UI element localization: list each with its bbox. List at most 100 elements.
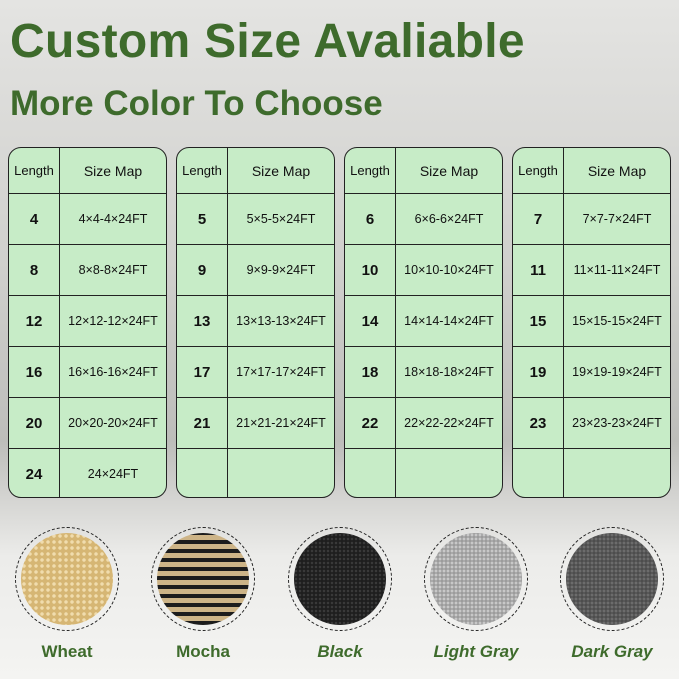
headline: Custom Size Avaliable <box>10 15 525 68</box>
size-cell: 12×12-12×24FT <box>68 314 158 328</box>
table-row: 4 4×4-4×24FT <box>9 193 166 244</box>
fabric-texture <box>21 533 113 625</box>
length-cell: 10 <box>345 245 396 295</box>
table-header-row: Length Size Map <box>513 148 670 193</box>
size-cell: 23×23-23×24FT <box>572 416 662 430</box>
size-cell: 21×21-21×24FT <box>236 416 326 430</box>
table-row: 13 13×13-13×24FT <box>177 295 334 346</box>
color-swatch <box>15 527 119 631</box>
size-cell: 22×22-22×24FT <box>404 416 494 430</box>
length-cell: 13 <box>177 296 228 346</box>
size-cell <box>228 449 334 497</box>
table-row: 11 11×11-11×24FT <box>513 244 670 295</box>
length-cell: 15 <box>513 296 564 346</box>
header-size-map: Size Map <box>419 162 479 179</box>
length-cell: 8 <box>9 245 60 295</box>
size-cell: 18×18-18×24FT <box>404 365 494 379</box>
table-header-row: Length Size Map <box>9 148 166 193</box>
table-row: 18 18×18-18×24FT <box>345 346 502 397</box>
table-row: 10 10×10-10×24FT <box>345 244 502 295</box>
header-length: Length <box>513 148 564 193</box>
size-table: Length Size Map 7 7×7-7×24FT 11 11×11-11×24FT… <box>512 147 671 498</box>
size-cell: 11×11-11×24FT <box>573 263 661 277</box>
size-cell: 24×24FT <box>87 467 139 481</box>
size-table: Length Size Map 5 5×5-5×24FT 9 9×9-9×24FT 13 13… <box>176 147 335 498</box>
table-row <box>513 448 670 497</box>
length-cell: 20 <box>9 398 60 448</box>
length-cell: 19 <box>513 347 564 397</box>
table-row: 24 24×24FT <box>9 448 166 497</box>
table-row: 7 7×7-7×24FT <box>513 193 670 244</box>
length-cell: 14 <box>345 296 396 346</box>
color-label: Wheat <box>41 642 93 661</box>
table-row: 14 14×14-14×24FT <box>345 295 502 346</box>
header-size-map: Size Map <box>587 162 647 179</box>
color-label: Light Gray <box>433 642 519 661</box>
size-cell: 16×16-16×24FT <box>68 365 158 379</box>
size-cell: 5×5-5×24FT <box>246 212 316 226</box>
size-cell: 13×13-13×24FT <box>236 314 326 328</box>
size-cell <box>396 449 502 497</box>
length-cell: 11 <box>513 245 564 295</box>
size-table: Length Size Map 4 4×4-4×24FT 8 8×8-8×24FT 12 12… <box>8 147 167 498</box>
size-table: Length Size Map 6 6×6-6×24FT 10 10×10-10×24FT… <box>344 147 503 498</box>
length-cell: 12 <box>9 296 60 346</box>
fabric-texture <box>430 533 522 625</box>
length-cell: 5 <box>177 194 228 244</box>
table-row: 15 15×15-15×24FT <box>513 295 670 346</box>
color-label: Dark Gray <box>571 642 653 661</box>
size-cell: 6×6-6×24FT <box>414 212 484 226</box>
table-row: 19 19×19-19×24FT <box>513 346 670 397</box>
fabric-texture <box>566 533 658 625</box>
table-row: 20 20×20-20×24FT <box>9 397 166 448</box>
length-cell: 24 <box>9 449 60 497</box>
size-cell: 9×9-9×24FT <box>246 263 316 277</box>
color-label: Mocha <box>176 642 230 661</box>
size-cell <box>564 449 670 497</box>
size-cell: 19×19-19×24FT <box>572 365 662 379</box>
table-row: 12 12×12-12×24FT <box>9 295 166 346</box>
header-size-map: Size Map <box>83 162 143 179</box>
table-row <box>345 448 502 497</box>
length-cell: 18 <box>345 347 396 397</box>
size-cell: 4×4-4×24FT <box>78 212 148 226</box>
color-swatch <box>151 527 255 631</box>
color-swatch <box>560 527 664 631</box>
table-header-row: Length Size Map <box>177 148 334 193</box>
size-cell: 7×7-7×24FT <box>582 212 652 226</box>
length-cell: 23 <box>513 398 564 448</box>
color-label: Black <box>317 642 363 661</box>
table-row: 23 23×23-23×24FT <box>513 397 670 448</box>
fabric-texture <box>157 533 249 625</box>
table-header-row: Length Size Map <box>345 148 502 193</box>
color-swatch <box>288 527 392 631</box>
table-row <box>177 448 334 497</box>
header-length: Length <box>9 148 60 193</box>
length-cell: 21 <box>177 398 228 448</box>
table-row: 9 9×9-9×24FT <box>177 244 334 295</box>
table-row: 8 8×8-8×24FT <box>9 244 166 295</box>
size-cell: 20×20-20×24FT <box>68 416 158 430</box>
header-size-map: Size Map <box>251 162 311 179</box>
header-length: Length <box>345 148 396 193</box>
table-row: 22 22×22-22×24FT <box>345 397 502 448</box>
length-cell: 7 <box>513 194 564 244</box>
length-cell <box>177 449 228 497</box>
table-row: 16 16×16-16×24FT <box>9 346 166 397</box>
size-cell: 15×15-15×24FT <box>572 314 662 328</box>
table-row: 5 5×5-5×24FT <box>177 193 334 244</box>
length-cell: 4 <box>9 194 60 244</box>
subheadline: More Color To Choose <box>10 84 383 123</box>
length-cell: 17 <box>177 347 228 397</box>
table-row: 21 21×21-21×24FT <box>177 397 334 448</box>
length-cell: 16 <box>9 347 60 397</box>
size-cell: 14×14-14×24FT <box>404 314 494 328</box>
length-cell <box>513 449 564 497</box>
length-cell <box>345 449 396 497</box>
length-cell: 22 <box>345 398 396 448</box>
length-cell: 9 <box>177 245 228 295</box>
header-length: Length <box>177 148 228 193</box>
table-row: 6 6×6-6×24FT <box>345 193 502 244</box>
size-cell: 10×10-10×24FT <box>404 263 494 277</box>
size-cell: 17×17-17×24FT <box>236 365 326 379</box>
